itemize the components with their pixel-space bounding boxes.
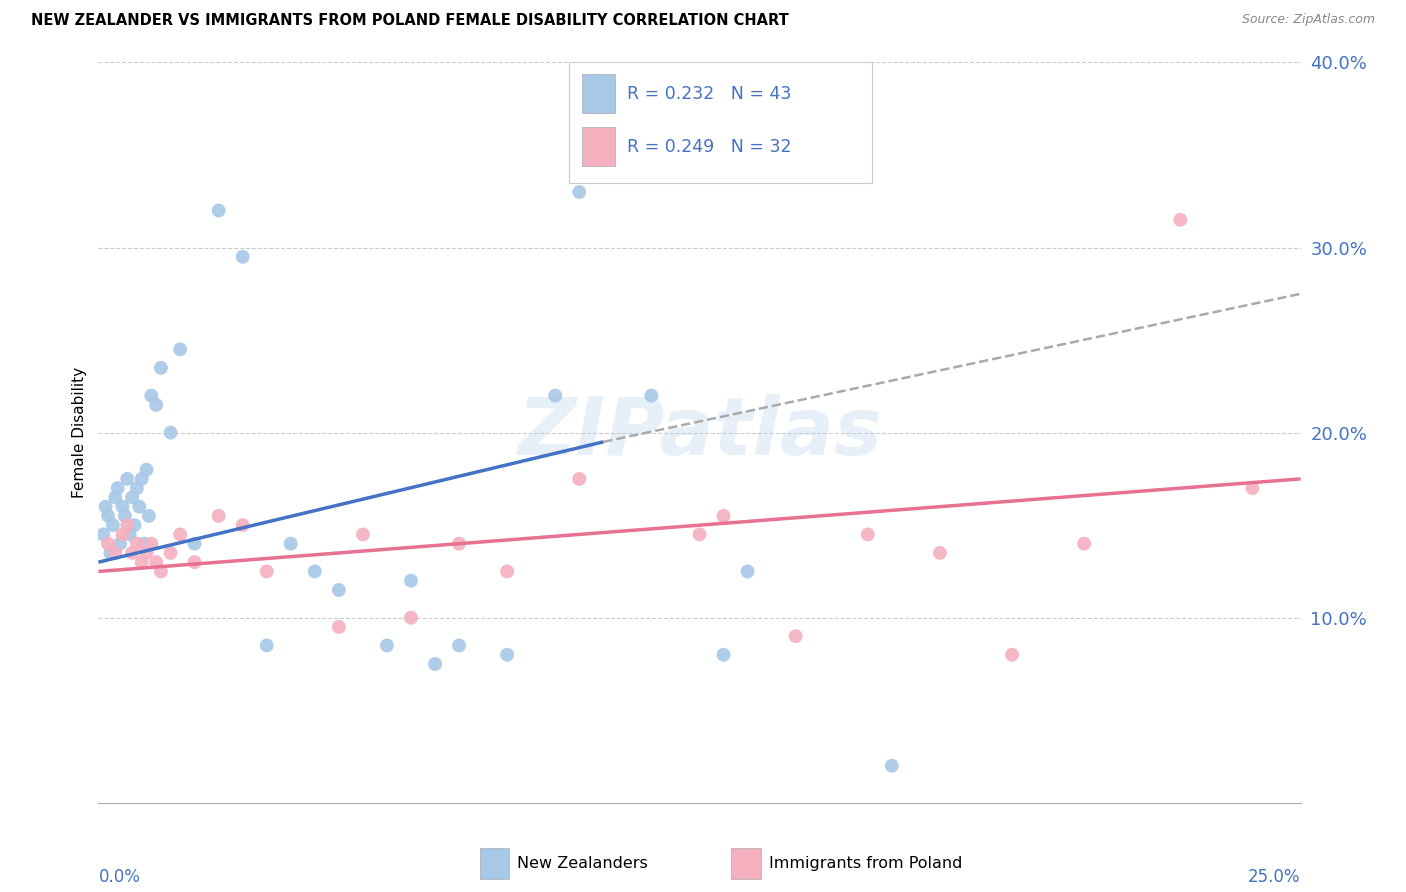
Point bbox=[117, 472, 139, 486]
Point bbox=[107, 481, 129, 495]
Point bbox=[280, 537, 302, 551]
Point bbox=[689, 527, 711, 541]
Point bbox=[121, 546, 143, 560]
Text: Immigrants from Poland: Immigrants from Poland bbox=[769, 855, 962, 871]
Point bbox=[1001, 648, 1024, 662]
Point bbox=[138, 508, 160, 523]
Point bbox=[135, 546, 157, 560]
Point bbox=[125, 537, 148, 551]
Text: R = 0.249   N = 32: R = 0.249 N = 32 bbox=[627, 137, 792, 156]
Point bbox=[183, 555, 205, 569]
Point bbox=[149, 565, 172, 579]
Text: Source: ZipAtlas.com: Source: ZipAtlas.com bbox=[1241, 13, 1375, 27]
Point bbox=[117, 518, 139, 533]
Point bbox=[131, 472, 153, 486]
Point bbox=[568, 185, 591, 199]
Point bbox=[208, 203, 231, 218]
Point bbox=[94, 500, 117, 514]
Point bbox=[135, 463, 157, 477]
Point bbox=[544, 389, 567, 403]
Point bbox=[375, 639, 398, 653]
Point bbox=[121, 491, 143, 505]
Point bbox=[232, 250, 254, 264]
Point bbox=[118, 527, 141, 541]
Point bbox=[713, 508, 735, 523]
Text: R = 0.232   N = 43: R = 0.232 N = 43 bbox=[627, 85, 792, 103]
Point bbox=[128, 500, 150, 514]
Point bbox=[256, 565, 278, 579]
Point bbox=[111, 500, 134, 514]
Point bbox=[183, 537, 205, 551]
Bar bbox=[582, 75, 614, 113]
Point bbox=[169, 527, 191, 541]
Bar bbox=[582, 128, 614, 166]
Point bbox=[141, 537, 163, 551]
Point bbox=[232, 518, 254, 533]
Point bbox=[737, 565, 759, 579]
Text: ZIPatlas: ZIPatlas bbox=[517, 393, 882, 472]
Point bbox=[141, 389, 163, 403]
Point bbox=[447, 639, 470, 653]
Point bbox=[640, 389, 662, 403]
Point bbox=[496, 565, 519, 579]
Point bbox=[423, 657, 446, 671]
Point bbox=[111, 527, 134, 541]
Point bbox=[208, 508, 231, 523]
Point bbox=[97, 508, 120, 523]
Point bbox=[928, 546, 950, 560]
Point bbox=[101, 518, 124, 533]
Bar bbox=[479, 848, 509, 879]
Point bbox=[1170, 212, 1192, 227]
Point bbox=[713, 648, 735, 662]
Text: NEW ZEALANDER VS IMMIGRANTS FROM POLAND FEMALE DISABILITY CORRELATION CHART: NEW ZEALANDER VS IMMIGRANTS FROM POLAND … bbox=[31, 13, 789, 29]
Point bbox=[785, 629, 807, 643]
Point bbox=[104, 546, 127, 560]
Point bbox=[352, 527, 374, 541]
Point bbox=[159, 546, 181, 560]
Point bbox=[132, 537, 155, 551]
Point bbox=[104, 491, 127, 505]
Point bbox=[568, 472, 591, 486]
Point bbox=[328, 620, 350, 634]
Text: 25.0%: 25.0% bbox=[1249, 868, 1301, 886]
Text: New Zealanders: New Zealanders bbox=[517, 855, 648, 871]
Point bbox=[159, 425, 181, 440]
Point bbox=[108, 537, 131, 551]
Point bbox=[114, 508, 136, 523]
Point bbox=[1073, 537, 1095, 551]
Point bbox=[169, 343, 191, 357]
Point bbox=[447, 537, 470, 551]
Point bbox=[124, 518, 146, 533]
Point bbox=[399, 611, 422, 625]
Point bbox=[496, 648, 519, 662]
Point bbox=[145, 398, 167, 412]
Point bbox=[328, 582, 350, 597]
Point bbox=[399, 574, 422, 588]
Point bbox=[880, 758, 903, 772]
Point bbox=[304, 565, 326, 579]
Point bbox=[131, 555, 153, 569]
Bar bbox=[731, 848, 761, 879]
Point bbox=[856, 527, 879, 541]
Point bbox=[100, 546, 122, 560]
Point bbox=[97, 537, 120, 551]
Text: 0.0%: 0.0% bbox=[98, 868, 141, 886]
Point bbox=[1241, 481, 1264, 495]
Point bbox=[256, 639, 278, 653]
Point bbox=[125, 481, 148, 495]
Y-axis label: Female Disability: Female Disability bbox=[72, 367, 87, 499]
Point bbox=[145, 555, 167, 569]
Point bbox=[91, 527, 114, 541]
Point bbox=[149, 360, 172, 375]
